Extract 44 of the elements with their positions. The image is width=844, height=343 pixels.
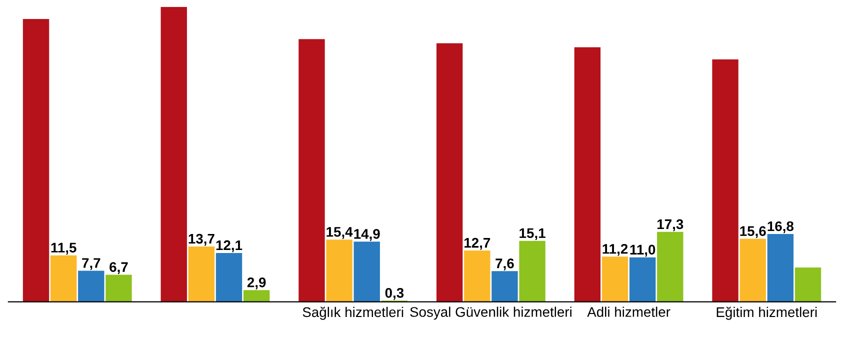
bar [602,256,628,302]
bar [216,252,242,302]
bar [574,47,601,302]
data-label: 14,9 [354,228,380,241]
data-label: 6,7 [110,262,128,274]
bar [78,270,104,302]
data-label: 12,7 [464,238,490,250]
bar [354,242,380,302]
bar [629,257,656,302]
bar [160,6,187,302]
bar [298,39,325,302]
bar [243,290,270,302]
bar [22,18,50,302]
data-label: 15,6 [740,226,766,238]
data-label: 0,3 [385,288,404,300]
bar [712,59,738,302]
data-label: 11,5 [51,242,76,255]
x-tick-label: Adli hizmetler [587,306,670,317]
bar [436,43,463,302]
bar [326,240,352,302]
data-label: 13,7 [188,234,214,246]
x-tick-label: Eğitim hizmetleri [716,306,817,320]
data-label: 15,1 [520,228,546,240]
bar [657,232,684,302]
data-label: 15,4 [326,227,353,239]
data-label: 7,7 [82,258,100,270]
data-label: 11,2 [602,244,628,256]
bar [188,246,215,302]
data-label: 17,3 [657,219,684,232]
bar [767,234,794,302]
data-label: 7,6 [496,258,514,270]
bar [106,274,132,302]
bar [492,271,518,302]
data-label: 11,0 [630,244,656,257]
x-tick-label: Sosyal Güvenlik hizmetleri [410,306,572,320]
bar [464,250,490,302]
data-label: 16,8 [768,221,794,234]
bar [740,238,766,302]
x-tick-label: Sağlık hizmetleri [302,306,404,320]
bar [50,255,77,302]
bar [519,240,546,302]
bar [794,267,822,302]
data-label: 12,1 [216,240,242,252]
data-label: 2,9 [247,277,266,290]
